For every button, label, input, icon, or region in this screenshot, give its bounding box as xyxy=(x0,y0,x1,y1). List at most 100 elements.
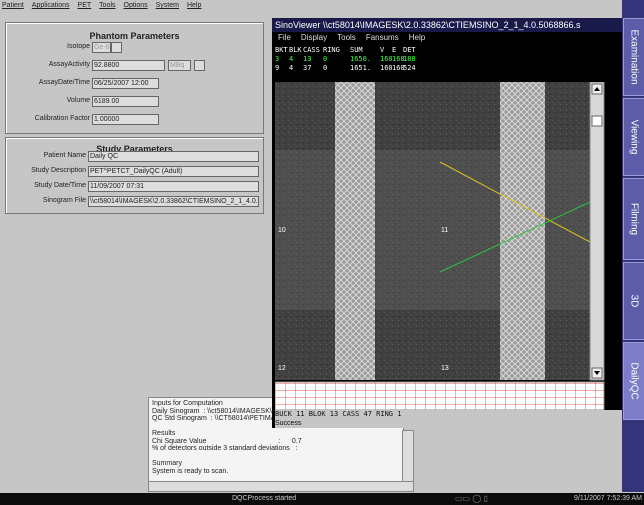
column-header: V xyxy=(380,46,385,54)
tab[interactable]: Filming xyxy=(623,178,644,260)
log-line: Daily Sinogram : \\ct58014\IMAGESK\2.0.3… xyxy=(152,407,310,415)
menu-item[interactable]: Help xyxy=(408,33,426,42)
green-line xyxy=(439,201,591,273)
tab[interactable]: DailyQC xyxy=(623,342,644,420)
menu-item[interactable]: Display xyxy=(300,33,328,42)
field-input[interactable]: 1.00000 xyxy=(92,114,159,125)
table-cell: 168 xyxy=(392,55,405,63)
menu-item[interactable]: Patient xyxy=(2,2,24,9)
sinoviewer-window: SinoViewer \\ct58014\IMAGESK\2.0.33862\C… xyxy=(272,18,622,428)
column-header: CASS xyxy=(303,46,320,54)
status-bar: DQCProcess started ▭▭ ◯ ▯ 9/11/2007 7:52… xyxy=(0,493,644,505)
menu-item[interactable]: Help xyxy=(186,2,202,9)
menu-item[interactable]: Tools xyxy=(99,2,116,9)
yellow-line xyxy=(439,161,591,243)
field-label: Study Description xyxy=(31,167,86,174)
table-cell: 188 xyxy=(403,55,416,63)
result-line: Success xyxy=(275,420,302,427)
field-label: AssayActivity xyxy=(48,61,90,68)
tray-icons: ▭▭ ◯ ▯ xyxy=(455,494,488,503)
log-line: QC Std Sinogram : \\CT58014\PETIMAGES\qc… xyxy=(152,415,309,422)
tab-strip: Examination Viewing Filming 3D DailyQC xyxy=(622,0,644,492)
log-line: % of detectors outside 3 standard deviat… xyxy=(152,445,298,452)
table-cell: 9 xyxy=(275,64,280,72)
panel-title: Phantom Parameters xyxy=(89,31,180,41)
sinogram-view: 10 11 12 13 xyxy=(275,82,622,428)
column-header: SUM xyxy=(350,46,363,54)
dropdown-button[interactable] xyxy=(111,42,122,53)
field-input[interactable]: Daily QC xyxy=(88,151,259,162)
field-input[interactable]: 06/25/2007 12:00 xyxy=(92,78,159,89)
tab-label: Filming xyxy=(628,202,640,236)
column-header: BKT xyxy=(275,46,288,54)
status-line: BUCK 11 BLOK 13 CASS 47 RING 1 xyxy=(275,410,402,418)
dropdown-button[interactable] xyxy=(194,60,205,71)
table-cell: 4 xyxy=(289,55,294,63)
menu-item[interactable]: Applications xyxy=(31,2,70,9)
log-line: System is ready to scan. xyxy=(152,467,229,475)
table-cell: 160 xyxy=(380,55,393,63)
table-cell: 1651. xyxy=(350,64,372,72)
field-input[interactable]: 6189.00 xyxy=(92,96,159,107)
table-cell: 0 xyxy=(323,64,328,72)
window-title: SinoViewer \\ct58014\IMAGESK\2.0.33862\C… xyxy=(272,18,622,32)
field-label: Volume xyxy=(66,97,90,104)
field-label: Study Date/Time xyxy=(34,182,86,189)
field-input[interactable]: 11/09/2007 07:31 xyxy=(88,181,259,192)
table-cell: 1650. xyxy=(350,55,372,63)
main-menu: Patient Applications PET Tools Options System… xyxy=(2,2,209,9)
status-time: 9/11/2007 7:52:39 AM xyxy=(574,495,642,502)
tab[interactable]: 3D xyxy=(623,262,644,340)
table-cell: 4 xyxy=(289,64,294,72)
menu-item[interactable]: System xyxy=(155,2,179,9)
field-input[interactable]: 92.8800 xyxy=(92,60,165,71)
scrollbar[interactable] xyxy=(589,82,605,381)
log-line: Summary xyxy=(152,460,182,467)
field-input[interactable]: PET^PETCT_DailyQC (Adult) xyxy=(88,166,259,177)
viewer-menu: File Display Tools Fansums Help xyxy=(272,32,622,44)
table-cell: 160 xyxy=(380,64,393,72)
table-cell: 37 xyxy=(303,64,312,72)
tab[interactable]: Viewing xyxy=(623,98,644,176)
table-cell: 3 xyxy=(275,55,280,63)
detector-grid xyxy=(275,381,605,411)
menu-item[interactable]: PET xyxy=(77,2,92,9)
column-header: E xyxy=(392,46,397,54)
log-scrollbar[interactable] xyxy=(402,430,414,483)
quadrant-label: 11 xyxy=(441,227,448,234)
quadrant-label: 13 xyxy=(441,365,449,372)
tab-label: 3D xyxy=(628,294,640,308)
column-header: DET xyxy=(403,46,416,54)
field-input[interactable]: \\ct58014\IMAGESK\2.0.33862\CTIEMSINO_2_… xyxy=(88,196,259,207)
log-text: Inputs for Computation Daily Sinogram : \… xyxy=(149,398,403,477)
menu-item[interactable]: File xyxy=(278,33,291,42)
quadrant-label: 12 xyxy=(278,365,286,372)
field-label: Patient Name xyxy=(43,152,86,159)
quadrant-label: 10 xyxy=(278,227,286,234)
menu-item[interactable]: Tools xyxy=(337,33,356,42)
detector-table: BKT BLK CASS RING SUM V E DET 3 4 13 0 1650. 160 168 18… xyxy=(272,44,622,82)
tab-label: Examination xyxy=(628,29,640,85)
log-line: Results xyxy=(152,430,176,437)
field-label: Isotope xyxy=(67,43,90,50)
menu-item[interactable]: Options xyxy=(123,2,148,9)
tab-label: Viewing xyxy=(628,119,640,155)
table-cell: 524 xyxy=(403,64,416,72)
log-hscrollbar[interactable] xyxy=(148,481,414,492)
table-cell: 0 xyxy=(323,55,328,63)
field-label: Calibration Factor xyxy=(34,115,90,122)
tab[interactable]: Examination xyxy=(623,18,644,96)
menu-item[interactable]: Fansums xyxy=(365,33,399,42)
unit-input[interactable]: MBq xyxy=(168,60,191,71)
field-label: AssayDate/Time xyxy=(38,79,90,86)
panel-title: Study Parameters xyxy=(96,144,173,154)
table-cell: 160 xyxy=(392,64,405,72)
status-message: DQCProcess started xyxy=(232,495,297,502)
tab-label: DailyQC xyxy=(628,362,640,400)
field-input[interactable]: Ge-68 xyxy=(92,42,111,53)
log-line: Chi Square Value : 0.7 xyxy=(152,437,302,445)
log-line: Inputs for Computation xyxy=(152,400,223,407)
field-label: Sinogram File xyxy=(42,197,86,204)
